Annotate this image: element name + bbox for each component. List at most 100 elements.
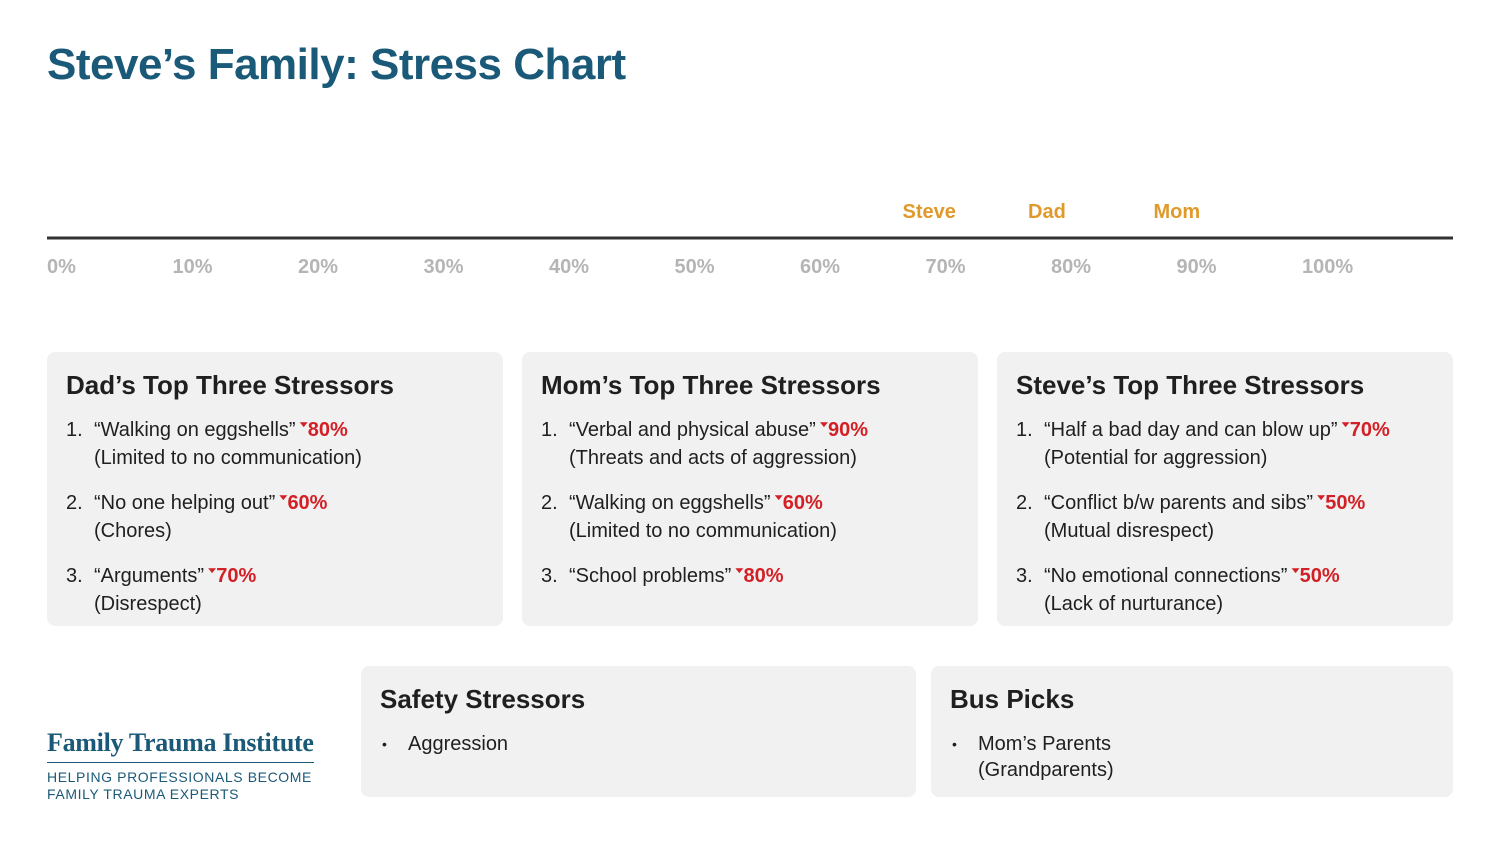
bus-pick-name: Mom’s Parents: [978, 733, 1112, 755]
stressor-detail: (Limited to no communication): [94, 447, 362, 469]
item-number: 2.: [1016, 492, 1033, 514]
item-number: 3.: [541, 565, 558, 587]
stress-percent: 🢓70%: [208, 565, 256, 587]
tick-label: 60%: [800, 256, 840, 278]
stressor-detail: (Potential for aggression): [1044, 447, 1268, 469]
tick-label: 70%: [926, 256, 966, 278]
dad-stressors-title: Dad’s Top Three Stressors: [66, 370, 394, 400]
down-arrow-icon: 🢓: [819, 423, 829, 440]
stressor-detail: (Threats and acts of aggression): [569, 447, 857, 469]
percent-value: 60%: [287, 492, 328, 514]
percent-value: 80%: [307, 419, 348, 441]
down-arrow-icon: 🢓: [774, 496, 783, 513]
person-marker-label: Mom: [1154, 201, 1201, 223]
list-item: 3. “No emotional connections” 🢓50% (Lack …: [1016, 563, 1435, 617]
stress-percent: 🢓80%: [300, 419, 348, 441]
stress-percent: 🢓90%: [820, 419, 868, 441]
bus-picks-card: Bus Picks • Mom’s Parents (Grandparents): [931, 666, 1453, 797]
logo-tagline: HELPING PROFESSIONALS BECOME FAMILY TRAU…: [47, 769, 314, 803]
percent-value: 60%: [782, 492, 823, 514]
stressor-text: “Conflict b/w parents and sibs”: [1044, 492, 1314, 514]
tick-label: 10%: [173, 256, 213, 278]
list-item: 3. “Arguments” 🢓70% (Disrespect): [66, 563, 485, 617]
stressor-text: “School problems”: [569, 565, 732, 587]
list-item: 3. “School problems” 🢓80%: [541, 563, 960, 591]
down-arrow-icon: 🢓: [735, 569, 744, 586]
logo-tagline-line2: FAMILY TRAUMA EXPERTS: [47, 786, 240, 802]
list-item: 1. “Half a bad day and can blow up” 🢓70% …: [1016, 417, 1435, 471]
item-number: 3.: [66, 565, 83, 587]
bus-picks-list: • Mom’s Parents (Grandparents): [950, 731, 1435, 783]
bus-picks-title: Bus Picks: [950, 684, 1075, 714]
dad-stressors-card: Dad’s Top Three Stressors 1. “Walking on…: [47, 352, 503, 626]
item-number: 1.: [541, 419, 558, 441]
stressor-text: “Walking on eggshells”: [569, 492, 771, 514]
stressor-detail: (Chores): [94, 520, 172, 542]
steve-stressors-title: Steve’s Top Three Stressors: [1016, 370, 1365, 400]
stress-percent: 🢓50%: [1317, 492, 1365, 514]
list-item: 2. “Walking on eggshells” 🢓60% (Limited t…: [541, 490, 960, 544]
safety-stressors-title: Safety Stressors: [380, 684, 586, 714]
stress-percent: 🢓50%: [1291, 565, 1339, 587]
steve-stressors-list: 1. “Half a bad day and can blow up” 🢓70% …: [1016, 417, 1435, 617]
list-item: 2. “Conflict b/w parents and sibs” 🢓50% (…: [1016, 490, 1435, 544]
family-trauma-institute-logo: Family Trauma Institute HELPING PROFESSI…: [47, 728, 314, 803]
stress-percent: 🢓80%: [735, 565, 783, 587]
tick-label: 80%: [1051, 256, 1091, 278]
down-arrow-icon: 🢓: [299, 423, 308, 440]
tick-label: 100%: [1302, 256, 1353, 278]
item-number: 2.: [66, 492, 83, 514]
stressor-detail: (Limited to no communication): [569, 520, 837, 542]
percent-value: 90%: [828, 419, 869, 441]
logo-name: Family Trauma Institute: [47, 728, 314, 763]
stressor-text: “Verbal and physical abuse”: [569, 419, 816, 441]
stressor-detail: (Mutual disrespect): [1044, 520, 1215, 542]
tick-label: 30%: [424, 256, 464, 278]
mom-stressors-list: 1. “Verbal and physical abuse” 🢓90% (Thre…: [541, 417, 960, 591]
mom-stressors-card: Mom’s Top Three Stressors 1. “Verbal and…: [522, 352, 978, 626]
item-number: 2.: [541, 492, 558, 514]
stressor-text: “No emotional connections”: [1044, 565, 1288, 587]
stressor-text: “Half a bad day and can blow up”: [1044, 419, 1338, 441]
safety-stressors-card: Safety Stressors • Aggression: [361, 666, 916, 797]
page-title: Steve’s Family: Stress Chart: [47, 40, 626, 89]
down-arrow-icon: 🢓: [1317, 496, 1326, 513]
mom-stressors-title: Mom’s Top Three Stressors: [541, 370, 881, 400]
stressor-text: “Arguments”: [94, 565, 205, 587]
tick-label: 50%: [675, 256, 715, 278]
dad-stressors-list: 1. “Walking on eggshells” 🢓80% (Limited t…: [66, 417, 485, 617]
safety-item: Aggression: [408, 733, 509, 755]
safety-stressors-list: • Aggression: [380, 731, 898, 757]
tick-label: 0%: [47, 256, 76, 278]
list-item: • Aggression: [380, 731, 898, 757]
steve-stressors-card: Steve’s Top Three Stressors 1. “Half a b…: [997, 352, 1453, 626]
stressor-detail: (Disrespect): [94, 593, 202, 615]
percent-value: 70%: [216, 565, 257, 587]
tick-label: 90%: [1177, 256, 1217, 278]
bullet-icon: •: [382, 736, 387, 752]
down-arrow-icon: 🢓: [279, 496, 288, 513]
percent-value: 80%: [743, 565, 784, 587]
item-number: 3.: [1016, 565, 1033, 587]
bullet-icon: •: [952, 736, 957, 752]
down-arrow-icon: 🢓: [1341, 423, 1350, 440]
stress-percent: 🢓60%: [279, 492, 327, 514]
down-arrow-icon: 🢓: [208, 569, 217, 586]
down-arrow-icon: 🢓: [1291, 569, 1300, 586]
item-number: 1.: [66, 419, 83, 441]
stress-percent: 🢓70%: [1342, 419, 1390, 441]
percent-value: 50%: [1325, 492, 1366, 514]
stressor-detail: (Lack of nurturance): [1044, 593, 1223, 615]
stressor-text: “Walking on eggshells”: [94, 419, 296, 441]
stress-scale-chart: 0% 10% 20% 30% 40% 50% 60% 70% 80% 90% 100% Steve Da…: [47, 201, 1453, 278]
tick-label: 40%: [549, 256, 589, 278]
person-marker-label: Steve: [903, 201, 956, 223]
list-item: 2. “No one helping out” 🢓60% (Chores): [66, 490, 485, 544]
stress-percent: 🢓60%: [775, 492, 823, 514]
stressor-text: “No one helping out”: [94, 492, 276, 514]
percent-value: 50%: [1299, 565, 1340, 587]
item-number: 1.: [1016, 419, 1033, 441]
person-marker-label: Dad: [1028, 201, 1066, 223]
list-item: 1. “Verbal and physical abuse” 🢓90% (Thre…: [541, 417, 960, 471]
logo-tagline-line1: HELPING PROFESSIONALS BECOME: [47, 769, 312, 785]
